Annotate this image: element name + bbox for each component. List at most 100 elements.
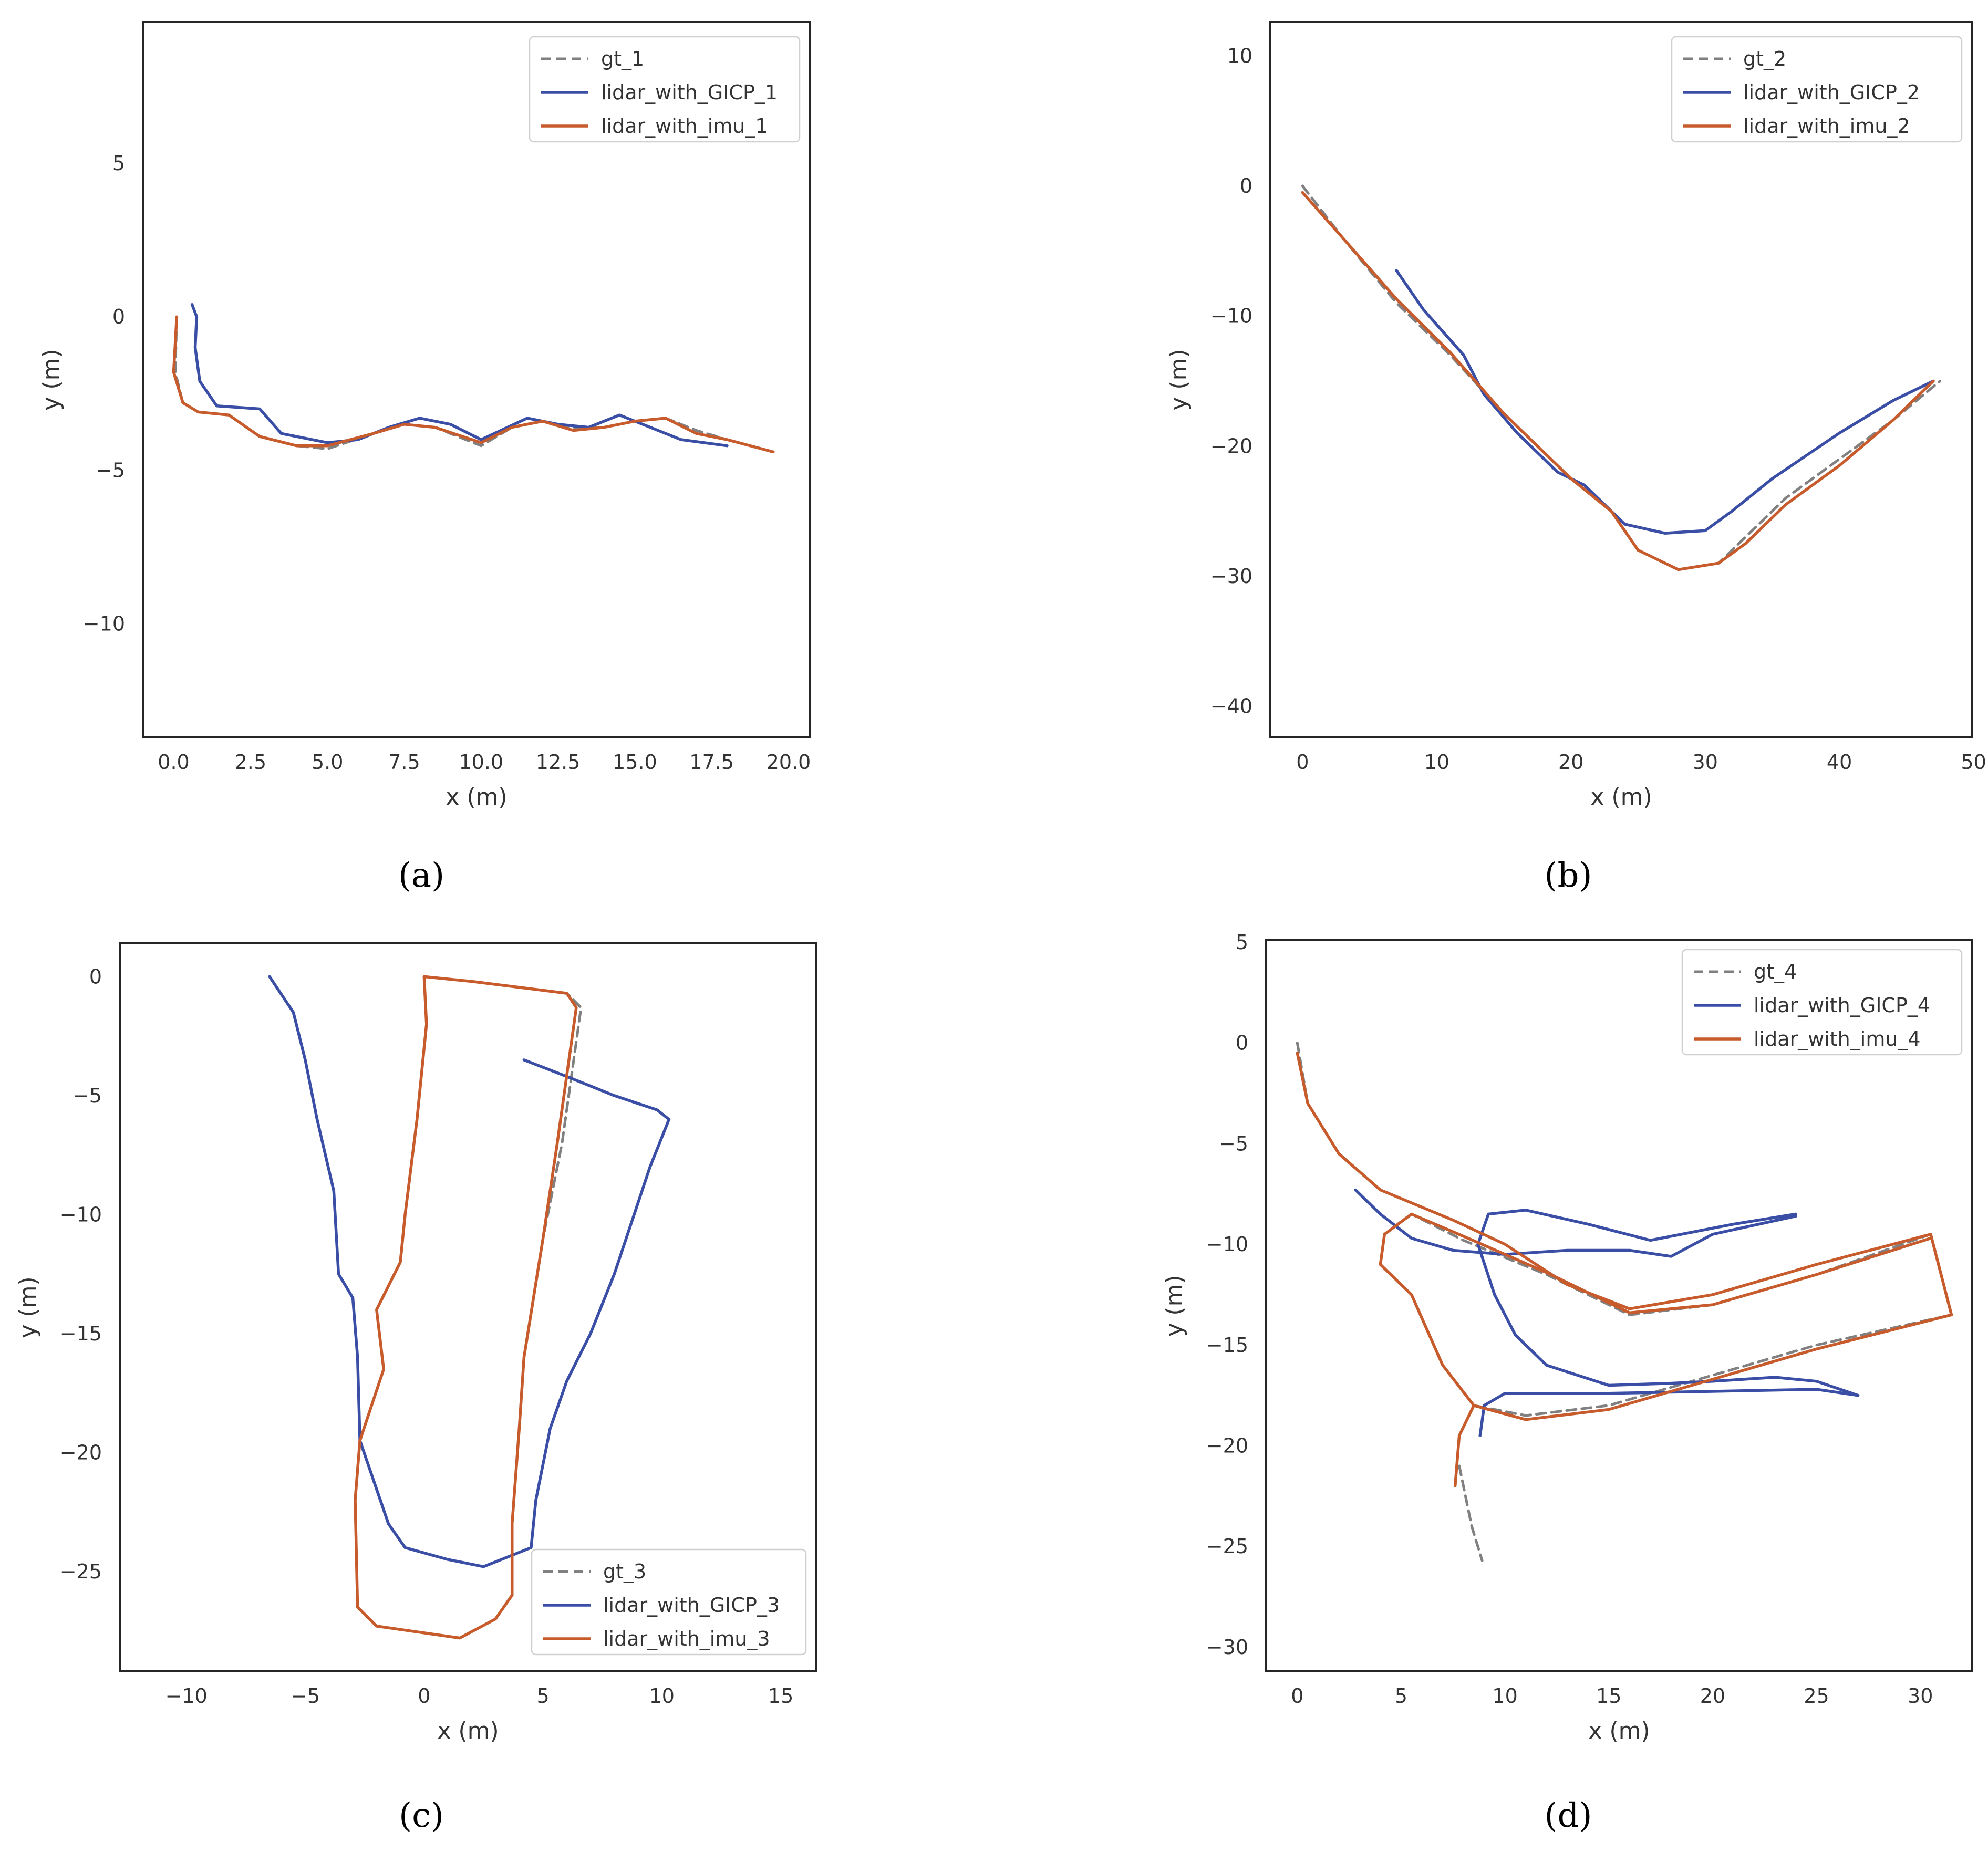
x-tick-label: 0.0 xyxy=(158,751,189,774)
x-tick-label: 10 xyxy=(649,1684,675,1708)
x-axis-label: x (m) xyxy=(437,1718,499,1744)
x-tick-label: 5 xyxy=(537,1684,550,1708)
x-tick-label: 15.0 xyxy=(613,751,657,774)
x-tick-label: 12.5 xyxy=(536,751,581,774)
legend-label-gt_3: gt_3 xyxy=(603,1560,646,1583)
panel-c-legend: gt_3 lidar_with_GICP_3 lidar_with_imu_3 xyxy=(531,1548,807,1656)
y-tick-label: −25 xyxy=(60,1560,102,1583)
x-tick-label: 15 xyxy=(768,1684,793,1708)
y-tick-label: −20 xyxy=(1210,434,1252,457)
x-tick-label: 0 xyxy=(418,1684,430,1708)
legend-label-lidar_with_imu_4: lidar_with_imu_4 xyxy=(1754,1027,1921,1050)
panel-b-legend: gt_2 lidar_with_GICP_2 lidar_with_imu_2 xyxy=(1671,36,1963,143)
y-tick-label: −40 xyxy=(1210,695,1252,718)
y-tick-label: 0 xyxy=(1240,174,1252,197)
y-tick-label: 0 xyxy=(112,305,125,328)
panel-b-series-group xyxy=(1301,184,1942,571)
y-tick-label: −10 xyxy=(60,1203,102,1226)
panel-d-legend: gt_4 lidar_with_GICP_4 lidar_with_imu_4 xyxy=(1681,949,1963,1056)
panel-a-series-group xyxy=(172,303,775,454)
x-tick-label: 0 xyxy=(1291,1684,1303,1708)
legend-label-lidar_with_GICP_3: lidar_with_GICP_3 xyxy=(603,1594,780,1617)
panel-b-caption: (b) xyxy=(1545,856,1592,895)
x-tick-label: 5.0 xyxy=(312,751,343,774)
y-tick-label: −25 xyxy=(1206,1535,1248,1558)
y-axis-label: y (m) xyxy=(15,1276,42,1338)
y-tick-label: −5 xyxy=(96,459,125,482)
legend-label-lidar_with_GICP_1: lidar_with_GICP_1 xyxy=(601,81,778,104)
y-tick-label: −20 xyxy=(1206,1434,1248,1458)
y-tick-label: 10 xyxy=(1227,44,1252,67)
x-tick-label: 40 xyxy=(1827,751,1852,774)
series-line-lidar_with_GICP_3 xyxy=(268,975,671,1568)
panel-b: (b) 0 10 20 30 40 50 10 0 −10 −20 −30 −40 x (m) y (m)… xyxy=(1165,21,1986,895)
x-tick-label: 20.0 xyxy=(767,751,811,774)
y-tick-label: 0 xyxy=(1236,1032,1248,1055)
x-tick-label: 20 xyxy=(1700,1684,1725,1708)
x-tick-label: 5 xyxy=(1395,1684,1407,1708)
y-tick-label: 5 xyxy=(1236,931,1248,954)
y-tick-label: −30 xyxy=(1210,565,1252,588)
x-tick-label: 10 xyxy=(1492,1684,1517,1708)
legend-box xyxy=(1681,949,1963,1056)
y-axis-label: y (m) xyxy=(1165,349,1192,410)
x-tick-label: −10 xyxy=(165,1684,208,1708)
x-tick-label: 20 xyxy=(1558,751,1583,774)
x-tick-label: 50 xyxy=(1961,751,1986,774)
y-tick-label: 0 xyxy=(89,965,102,988)
x-tick-label: 25 xyxy=(1804,1684,1829,1708)
y-tick-label: −10 xyxy=(83,612,125,636)
legend-label-gt_1: gt_1 xyxy=(601,47,644,70)
panel-c-frame xyxy=(119,942,817,1672)
x-axis-label: x (m) xyxy=(1588,1718,1650,1744)
y-tick-label: −10 xyxy=(1206,1233,1248,1256)
series-line-lidar_with_imu_1 xyxy=(172,315,775,454)
legend-label-gt_4: gt_4 xyxy=(1754,960,1797,983)
x-tick-label: 10 xyxy=(1424,751,1449,774)
series-line-lidar_with_imu_4 xyxy=(1296,1051,1953,1421)
series-line-lidar_with_imu_4_tail xyxy=(1453,1404,1476,1487)
y-axis-label: y (m) xyxy=(1161,1275,1188,1336)
panel-a: (a) 0.0 2.5 5.0 7.5 10.0 12.5 15.0 17.5 20.0 5 0 −5… xyxy=(38,21,811,895)
legend-label-lidar_with_imu_2: lidar_with_imu_2 xyxy=(1743,115,1910,138)
y-tick-label: −30 xyxy=(1206,1636,1248,1659)
series-line-lidar_with_GICP_4 xyxy=(1354,1188,1860,1438)
legend-box xyxy=(529,36,801,143)
panel-d-caption: (d) xyxy=(1545,1796,1592,1835)
y-tick-label: −5 xyxy=(73,1084,102,1107)
y-axis-label: y (m) xyxy=(38,349,65,410)
x-tick-label: 2.5 xyxy=(235,751,266,774)
series-line-lidar_with_imu_2 xyxy=(1301,191,1935,571)
y-tick-label: −10 xyxy=(1210,305,1252,328)
x-tick-label: 17.5 xyxy=(689,751,734,774)
panel-a-legend: gt_1 lidar_with_GICP_1 lidar_with_imu_1 xyxy=(529,36,801,143)
legend-label-gt_2: gt_2 xyxy=(1743,47,1786,70)
panel-d-frame xyxy=(1265,939,1973,1672)
legend-box xyxy=(1671,36,1963,143)
panel-d-series-group xyxy=(1296,1042,1953,1562)
series-line-lidar_with_GICP_1 xyxy=(190,303,729,448)
x-tick-label: 30 xyxy=(1908,1684,1933,1708)
panel-c-series-group xyxy=(268,975,671,1640)
y-tick-label: 5 xyxy=(112,152,125,175)
x-axis-label: x (m) xyxy=(446,784,507,810)
x-tick-label: 15 xyxy=(1596,1684,1621,1708)
panel-c: (c) −10 −5 0 5 10 15 0 −5 −10 −15 −20 −25 x (m) y (m)… xyxy=(15,942,817,1835)
x-tick-label: 0 xyxy=(1296,751,1309,774)
legend-label-lidar_with_GICP_4: lidar_with_GICP_4 xyxy=(1754,994,1930,1017)
legend-label-lidar_with_imu_1: lidar_with_imu_1 xyxy=(601,115,768,138)
legend-label-lidar_with_imu_3: lidar_with_imu_3 xyxy=(603,1627,770,1650)
panel-a-frame xyxy=(142,21,811,738)
x-tick-label: −5 xyxy=(291,1684,320,1708)
x-tick-label: 7.5 xyxy=(388,751,420,774)
y-tick-label: −15 xyxy=(1206,1334,1248,1357)
x-tick-label: 10.0 xyxy=(459,751,503,774)
panel-c-caption: (c) xyxy=(399,1796,444,1835)
y-tick-label: −20 xyxy=(60,1441,102,1464)
legend-box xyxy=(531,1548,807,1656)
legend-label-lidar_with_GICP_2: lidar_with_GICP_2 xyxy=(1743,81,1920,104)
y-tick-label: −15 xyxy=(60,1322,102,1345)
panel-b-frame xyxy=(1269,21,1973,738)
